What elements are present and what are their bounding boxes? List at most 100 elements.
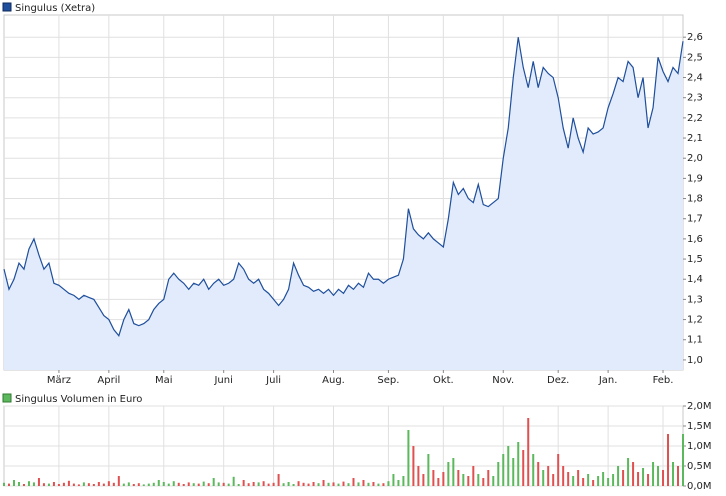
volume-bar — [472, 466, 475, 486]
volume-bar — [57, 484, 60, 486]
volume-bar — [607, 478, 610, 486]
volume-bar — [432, 470, 435, 486]
volume-bar — [197, 483, 200, 486]
volume-bar — [62, 482, 65, 486]
volume-bar — [362, 480, 365, 486]
volume-bar — [567, 472, 570, 486]
volume-bar — [532, 454, 535, 486]
y-tick-label: 2,5 — [687, 52, 703, 63]
volume-bar — [477, 474, 480, 486]
area — [4, 37, 683, 370]
y-tick-label: 1,6 — [687, 234, 703, 245]
volume-bar — [187, 482, 190, 486]
y-tick-label: 2,3 — [687, 93, 703, 104]
volume-bar — [42, 483, 45, 486]
volume-bar — [677, 466, 680, 486]
volume-bar — [12, 480, 15, 486]
volume-bar — [682, 434, 684, 486]
volume-bar — [642, 468, 645, 486]
volume-bar — [467, 476, 470, 486]
volume-bar — [502, 454, 505, 486]
volume-bar — [232, 476, 235, 486]
volume-bar — [537, 462, 540, 486]
y-tick-label: 1,4 — [687, 274, 703, 285]
volume-bar — [107, 481, 110, 486]
volume-bar — [192, 483, 195, 486]
volume-bar — [287, 482, 290, 486]
volume-bar — [207, 483, 210, 486]
volume-bar — [142, 484, 145, 486]
volume-bar — [612, 474, 615, 486]
volume-bar — [632, 462, 635, 486]
y-tick-label: 2,0M — [687, 401, 712, 412]
volume-bar — [137, 483, 140, 486]
volume-bar — [507, 446, 510, 486]
volume-bar — [3, 482, 5, 486]
volume-bar — [52, 482, 55, 486]
y-tick-label: 1,5M — [687, 421, 712, 432]
volume-bar — [422, 474, 425, 486]
volume-bar — [132, 484, 135, 486]
volume-bar — [292, 484, 295, 486]
volume-bar — [517, 442, 520, 486]
volume-bar — [202, 481, 205, 486]
volume-bar — [647, 474, 650, 486]
volume-bar — [112, 482, 115, 486]
volume-bar — [377, 483, 380, 486]
volume-bar — [92, 484, 95, 486]
y-tick-label: 0,5M — [687, 461, 712, 472]
volume-bar — [412, 446, 415, 486]
volume-bar — [332, 482, 335, 486]
volume-bar — [102, 483, 105, 486]
x-tick-label: Sep. — [377, 375, 399, 386]
legend-swatch — [2, 393, 12, 403]
volume-bar — [77, 484, 80, 486]
volume-bar — [597, 476, 600, 486]
volume-bar — [307, 483, 310, 486]
volume-bar — [182, 484, 185, 486]
volume-bar — [427, 454, 430, 486]
volume-bar — [527, 418, 530, 486]
y-tick-label: 1,0 — [687, 355, 703, 366]
volume-bar — [462, 474, 465, 486]
volume-bar — [387, 481, 390, 486]
y-tick-label: 2,2 — [687, 113, 703, 124]
volume-bar — [317, 483, 320, 486]
volume-bar — [552, 474, 555, 486]
volume-bar — [367, 482, 370, 486]
volume-bar — [392, 474, 395, 486]
x-tick-label: Feb. — [653, 375, 674, 386]
volume-bar — [547, 466, 550, 486]
volume-bar — [342, 481, 345, 486]
volume-bar — [227, 483, 230, 486]
volume-bar — [372, 482, 375, 486]
volume-bar — [257, 482, 260, 486]
volume-bar — [327, 482, 330, 486]
volume-bar — [237, 484, 240, 486]
volume-bar — [267, 483, 270, 486]
y-tick-label: 1,3 — [687, 294, 703, 305]
volume-bar — [662, 470, 665, 486]
volume-bar — [657, 466, 660, 486]
volume-bar — [87, 483, 90, 486]
volume-bar — [272, 482, 275, 486]
y-tick-label: 2,0 — [687, 153, 703, 164]
x-tick-label: Dez. — [547, 375, 569, 386]
x-tick-label: Aug. — [322, 375, 345, 386]
volume-bar — [352, 478, 355, 486]
volume-bar — [402, 476, 405, 486]
volume-bar — [72, 483, 75, 486]
volume-bar — [152, 482, 155, 486]
y-tick-label: 1,9 — [687, 173, 703, 184]
volume-bar — [347, 483, 350, 486]
volume-bar — [167, 483, 170, 486]
volume-bar — [582, 478, 585, 486]
volume-bar — [222, 482, 225, 486]
volume-bar — [512, 458, 515, 486]
volume-bar — [592, 480, 595, 486]
volume-bar — [437, 478, 440, 486]
volume-bar — [572, 476, 575, 486]
legend-label: Singulus (Xetra) — [15, 3, 95, 14]
y-tick-label: 1,7 — [687, 214, 703, 225]
volume-bar — [382, 483, 385, 486]
